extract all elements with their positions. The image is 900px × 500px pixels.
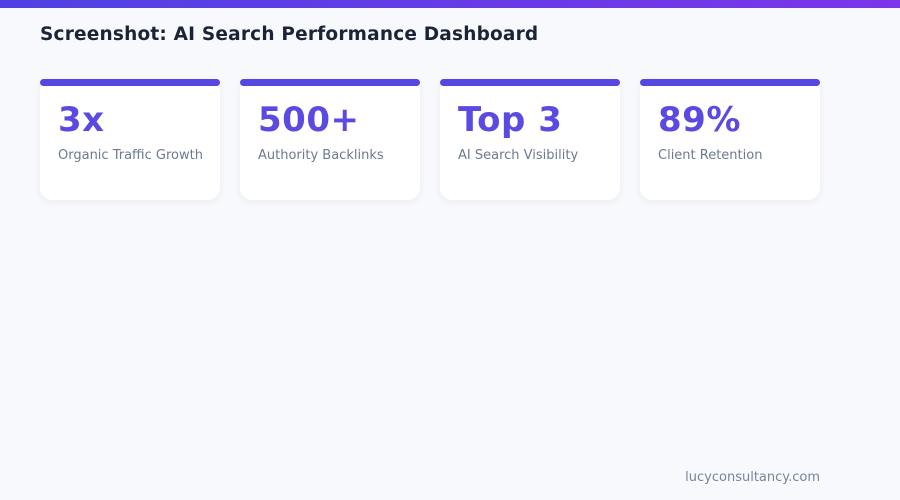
stat-value: 89% <box>658 100 741 140</box>
stat-label: Authority Backlinks <box>258 148 384 163</box>
stat-card-backlinks: 500+ Authority Backlinks <box>240 79 420 200</box>
stat-label: AI Search Visibility <box>458 148 579 163</box>
stat-value: 3x <box>58 100 105 140</box>
stat-label: Organic Traffic Growth <box>58 148 203 163</box>
stat-value: Top 3 <box>458 100 563 140</box>
website-watermark: lucyconsultancy.com <box>685 470 820 485</box>
page-title: Screenshot: AI Search Performance Dashbo… <box>40 24 539 45</box>
stat-card-retention: 89% Client Retention <box>640 79 820 200</box>
card-accent-bar <box>240 79 420 86</box>
stat-value: 500+ <box>258 100 360 140</box>
card-accent-bar <box>40 79 220 86</box>
stats-card-row: 3x Organic Traffic Growth 500+ Authority… <box>40 79 820 200</box>
stat-card-visibility: Top 3 AI Search Visibility <box>440 79 620 200</box>
stat-card-organic-traffic: 3x Organic Traffic Growth <box>40 79 220 200</box>
card-accent-bar <box>640 79 820 86</box>
card-accent-bar <box>440 79 620 86</box>
top-accent-bar <box>0 0 900 8</box>
stat-label: Client Retention <box>658 148 763 163</box>
